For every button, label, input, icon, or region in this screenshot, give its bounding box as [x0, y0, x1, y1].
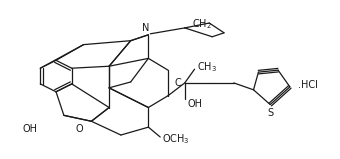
Text: N: N — [142, 23, 149, 33]
Text: C: C — [174, 78, 181, 88]
Text: OCH$_3$: OCH$_3$ — [162, 132, 190, 146]
Text: OH: OH — [188, 99, 203, 109]
Text: CH$_3$: CH$_3$ — [197, 60, 217, 74]
Text: CH$_2$: CH$_2$ — [192, 17, 211, 31]
Text: O: O — [76, 124, 83, 134]
Text: .HCl: .HCl — [298, 80, 318, 90]
Text: OH: OH — [23, 124, 38, 134]
Text: S: S — [267, 107, 273, 118]
